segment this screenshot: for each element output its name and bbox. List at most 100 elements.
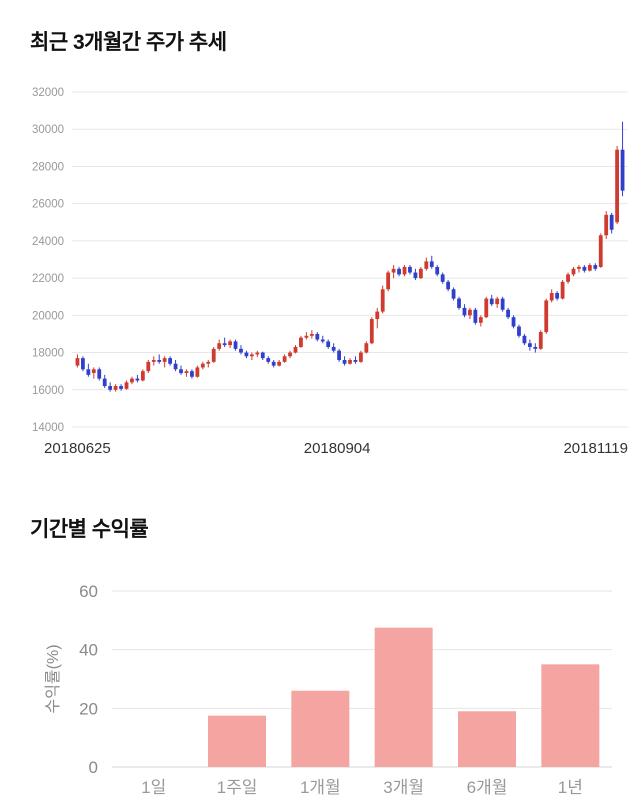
- candle-body: [200, 363, 205, 368]
- candle-body: [288, 352, 292, 357]
- period-return-bar-chart: 0 20 40 60 1일 1주일 1개월 3개월 6개월 1년 수익률(%): [44, 582, 612, 797]
- y-tick-label: 20000: [32, 310, 64, 322]
- candle-body: [260, 352, 265, 359]
- candle-body: [495, 298, 500, 305]
- y-tick-label: 22000: [32, 273, 64, 285]
- candle-body: [587, 265, 592, 271]
- candle-body: [462, 307, 467, 316]
- candle-body: [391, 268, 396, 273]
- candle-body: [353, 360, 358, 362]
- candlestick-x-axis: 20180625 20180904 20181119: [44, 440, 628, 457]
- candle-body: [342, 360, 347, 364]
- candle-body: [386, 272, 391, 290]
- y-tick-label: 24000: [32, 236, 64, 248]
- candle-body: [359, 352, 363, 362]
- candle-body: [130, 378, 134, 383]
- y-axis-title: 수익률(%): [44, 644, 62, 713]
- candle-body: [440, 274, 445, 282]
- candle-body: [304, 335, 309, 338]
- candle-body: [375, 311, 380, 320]
- y-tick-label: 26000: [32, 199, 64, 211]
- x-tick-label: 1주일: [217, 778, 258, 797]
- candle-body: [331, 346, 336, 351]
- candle-body: [609, 214, 614, 230]
- y-tick-label: 30000: [32, 124, 64, 136]
- candle-body: [119, 386, 123, 389]
- candle-body: [408, 266, 412, 273]
- candle-body: [489, 298, 494, 305]
- candle-body: [315, 333, 320, 340]
- y-tick-label: 0: [89, 758, 98, 777]
- candle-body: [446, 281, 451, 290]
- candle-body: [293, 346, 298, 353]
- candle-body: [413, 272, 418, 279]
- candle-body: [577, 266, 581, 269]
- candle-body: [418, 268, 423, 279]
- x-tick-label-end: 20181119: [563, 440, 628, 457]
- candle-body: [222, 343, 227, 346]
- candle-body: [249, 354, 254, 357]
- candle-body: [527, 343, 532, 347]
- candle-body: [555, 293, 560, 299]
- candle-body: [146, 361, 151, 372]
- x-tick-label: 6개월: [467, 778, 508, 797]
- candle-body: [102, 378, 107, 387]
- candle-body: [538, 332, 543, 349]
- candle-body: [255, 352, 260, 355]
- x-tick-label: 1개월: [300, 778, 341, 797]
- candle-body: [190, 371, 194, 377]
- y-tick-label: 60: [79, 582, 98, 601]
- return-bar: [291, 690, 350, 767]
- return-bar: [541, 664, 600, 767]
- candle-body: [211, 348, 216, 362]
- candle-body: [500, 298, 505, 310]
- candle-body: [135, 378, 140, 381]
- candle-body: [364, 343, 369, 353]
- candle-body: [277, 361, 282, 366]
- candle-body: [506, 309, 510, 318]
- candle-body: [108, 386, 113, 390]
- candle-body: [233, 341, 238, 349]
- candle-body: [157, 360, 162, 362]
- candle-body: [140, 371, 145, 381]
- candle-body: [402, 266, 407, 275]
- candle-body: [86, 369, 91, 375]
- candle-body: [615, 149, 619, 223]
- candle-body: [81, 358, 85, 370]
- x-tick-label-start: 20180625: [44, 440, 111, 457]
- candle-body: [566, 274, 570, 282]
- candle-body: [271, 361, 276, 366]
- candle-body: [309, 333, 314, 336]
- candle-body: [549, 293, 554, 301]
- candle-body: [451, 289, 456, 299]
- candle-body: [337, 350, 341, 360]
- x-tick-label: 1일: [141, 778, 166, 797]
- candle-body: [299, 337, 303, 347]
- candlestick-chart: 14000 16000 18000 20000 22000 24000 26000 28000…: [32, 87, 628, 434]
- candle-body: [184, 371, 189, 374]
- candle-body: [478, 317, 483, 323]
- return-bar: [374, 627, 433, 767]
- candle-body: [544, 300, 549, 333]
- y-tick-label: 14000: [32, 422, 64, 434]
- candle-body: [533, 346, 538, 349]
- candle-body: [228, 341, 232, 346]
- candle-body: [604, 214, 609, 236]
- candle-body: [397, 268, 401, 275]
- candle-body: [435, 266, 440, 275]
- candle-body: [473, 309, 478, 323]
- period-return-title: 기간별 수익률: [30, 518, 149, 541]
- y-tick-label: 16000: [32, 385, 64, 397]
- candle-body: [522, 335, 527, 344]
- candle-body: [320, 339, 325, 342]
- candle-body: [179, 369, 183, 374]
- candle-body: [598, 235, 603, 267]
- candle-body: [571, 268, 576, 275]
- candle-body: [468, 309, 472, 316]
- candle-body: [511, 317, 516, 327]
- candle-body: [484, 298, 489, 318]
- candle-body: [173, 363, 178, 370]
- x-tick-label-mid: 20180904: [303, 440, 371, 457]
- candle-body: [244, 352, 249, 357]
- candle-body: [151, 360, 156, 362]
